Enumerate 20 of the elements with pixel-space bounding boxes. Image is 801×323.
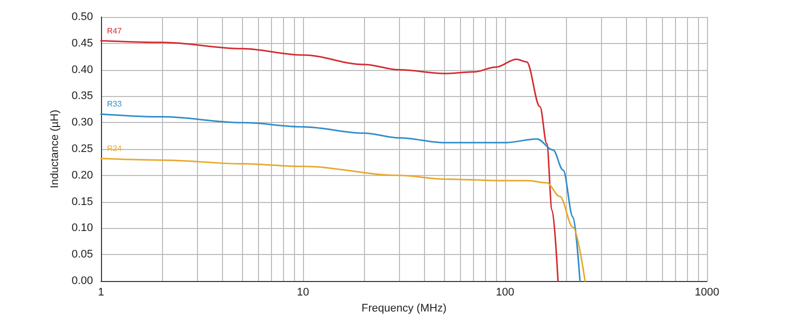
y-tick-label: 0.10	[72, 222, 93, 234]
series-label: R33	[107, 100, 122, 109]
y-tick-label: 0.15	[72, 196, 93, 208]
series-label: R47	[107, 26, 122, 36]
y-axis-title: Inductance (µH)	[49, 110, 62, 188]
y-tick-label: 0.30	[72, 116, 93, 129]
x-axis-title: Frequency (MHz)	[362, 302, 446, 314]
y-tick-label: 0.35	[72, 90, 93, 102]
y-tick-label: 0.45	[72, 37, 93, 50]
y-tick-label: 0.00	[72, 275, 93, 287]
x-tick-label: 1	[98, 286, 104, 298]
y-tick-label: 0.20	[72, 169, 93, 182]
y-tick-label: 0.25	[72, 143, 93, 155]
series-label: R24	[107, 144, 122, 154]
y-tick-label: 0.05	[72, 248, 93, 261]
y-tick-label: 0.50	[72, 11, 93, 23]
y-tick-label: 0.40	[72, 64, 93, 76]
x-tick-label: 1000	[694, 286, 720, 298]
x-tick-label: 10	[296, 286, 310, 298]
x-tick-label: 100	[496, 286, 514, 298]
